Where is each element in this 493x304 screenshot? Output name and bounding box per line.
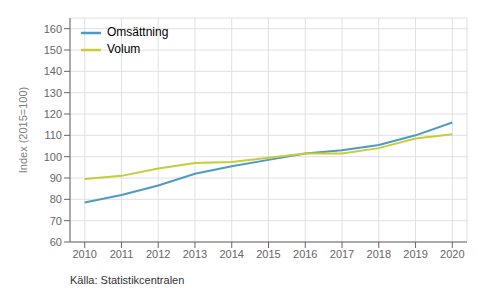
svg-text:2013: 2013 (183, 248, 207, 260)
svg-text:120: 120 (44, 108, 62, 120)
svg-text:100: 100 (44, 151, 62, 163)
svg-text:90: 90 (50, 172, 62, 184)
svg-text:160: 160 (44, 23, 62, 35)
svg-text:2010: 2010 (72, 248, 96, 260)
svg-text:2018: 2018 (367, 248, 391, 260)
html-text:Volum: Volum (107, 42, 141, 56)
svg-text:2011: 2011 (110, 248, 134, 260)
svg-text:110: 110 (44, 129, 62, 141)
svg-text:2012: 2012 (146, 248, 170, 260)
svg-text:70: 70 (50, 215, 62, 227)
svg-text:2014: 2014 (219, 248, 243, 260)
svg-text:130: 130 (44, 87, 62, 99)
html-text:Källa: Statistikcentralen: Källa: Statistikcentralen (70, 274, 185, 286)
svg-text:2019: 2019 (403, 248, 427, 260)
svg-text:2017: 2017 (330, 248, 354, 260)
svg-text:60: 60 (50, 236, 62, 248)
svg-text:2020: 2020 (440, 248, 464, 260)
svg-text:140: 140 (44, 65, 62, 77)
svg-text:2016: 2016 (293, 248, 317, 260)
svg-text:2015: 2015 (256, 248, 280, 260)
svg-text:Index (2015=100): Index (2015=100) (17, 87, 29, 174)
svg-text:150: 150 (44, 44, 62, 56)
svg-text:80: 80 (50, 193, 62, 205)
html-text:Omsättning: Omsättning (107, 25, 169, 39)
